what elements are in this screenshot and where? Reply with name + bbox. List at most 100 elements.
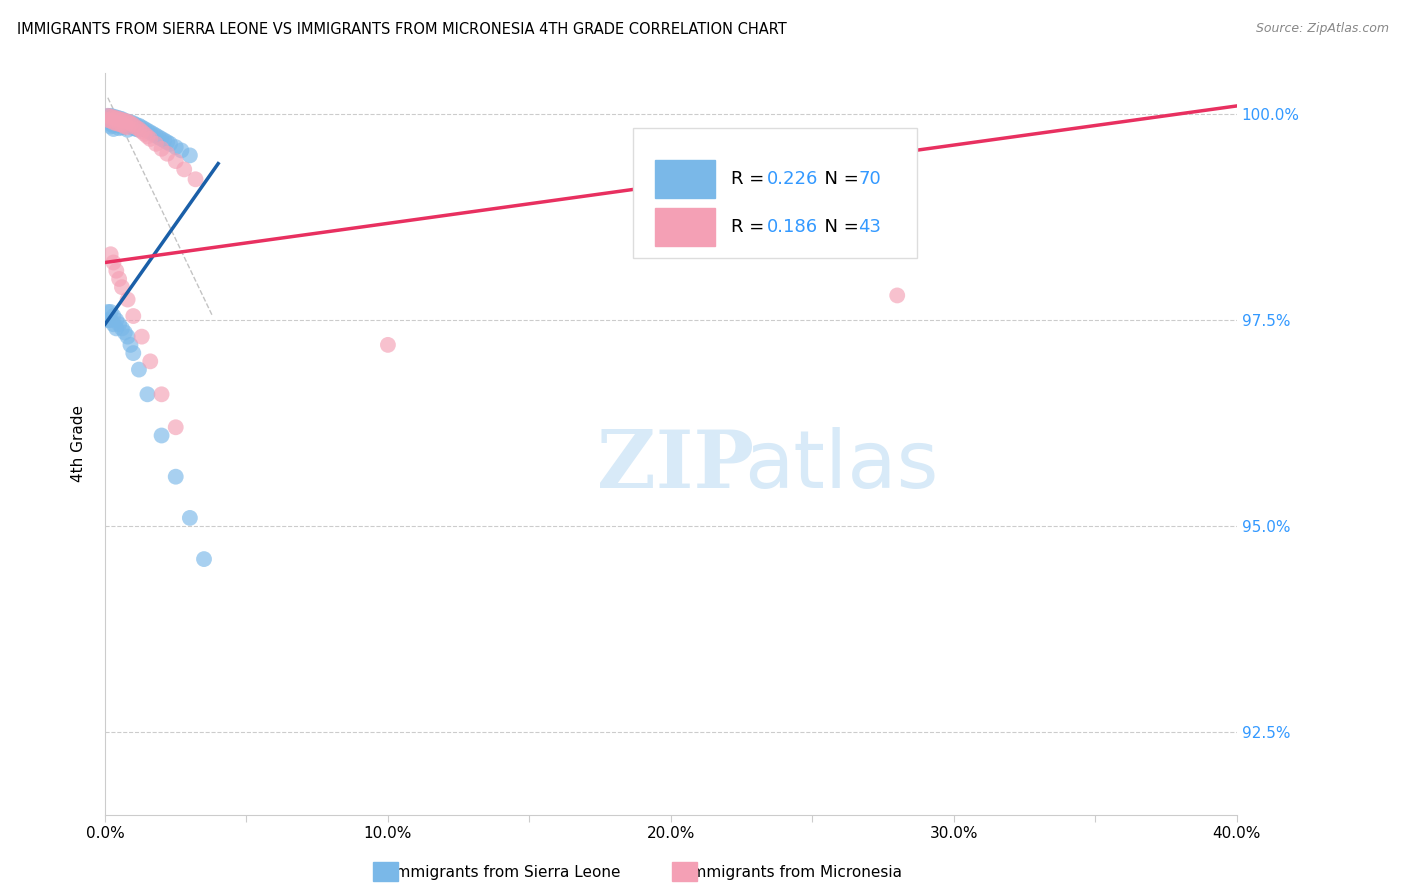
Point	[103, 122, 125, 136]
Text: ZIP: ZIP	[598, 427, 754, 505]
Point	[136, 129, 159, 144]
Point	[100, 247, 122, 261]
Point	[125, 120, 148, 135]
Text: 0.226: 0.226	[766, 170, 818, 188]
Point	[111, 118, 134, 132]
Point	[100, 109, 122, 123]
Point	[100, 305, 122, 319]
Point	[117, 114, 139, 128]
Point	[100, 113, 122, 128]
Point	[173, 162, 195, 177]
Point	[105, 118, 128, 132]
Point	[108, 118, 131, 132]
Point	[105, 116, 128, 130]
Text: R =: R =	[731, 219, 770, 236]
Point	[139, 125, 162, 139]
Point	[105, 112, 128, 126]
Point	[105, 114, 128, 128]
Point	[165, 154, 187, 169]
Point	[100, 113, 122, 128]
Point	[103, 119, 125, 133]
Point	[165, 140, 187, 154]
Point	[103, 112, 125, 127]
Point	[114, 113, 136, 128]
Point	[111, 120, 134, 135]
Text: atlas: atlas	[744, 427, 939, 505]
Text: Immigrants from Micronesia: Immigrants from Micronesia	[688, 865, 901, 880]
Text: 0.186: 0.186	[766, 219, 818, 236]
Point	[134, 122, 156, 136]
Point	[108, 114, 131, 128]
Point	[108, 272, 131, 286]
Point	[139, 354, 162, 368]
Point	[97, 113, 120, 128]
Point	[193, 552, 215, 566]
Point	[134, 127, 156, 141]
Point	[105, 111, 128, 125]
Point	[105, 313, 128, 327]
Point	[139, 132, 162, 146]
Point	[125, 118, 148, 132]
Point	[97, 305, 120, 319]
Point	[184, 172, 207, 186]
Point	[117, 114, 139, 128]
Point	[128, 122, 150, 136]
Point	[886, 288, 908, 302]
Point	[105, 321, 128, 335]
Point	[170, 144, 193, 158]
Point	[153, 134, 176, 148]
Point	[148, 130, 170, 145]
Point	[120, 116, 142, 130]
Point	[156, 135, 179, 149]
Point	[108, 112, 131, 127]
Point	[122, 118, 145, 132]
Point	[128, 123, 150, 137]
Point	[100, 117, 122, 131]
Text: 43: 43	[858, 219, 882, 236]
Point	[128, 119, 150, 133]
Point	[100, 110, 122, 124]
Point	[103, 255, 125, 269]
Point	[150, 132, 173, 146]
Point	[179, 148, 201, 162]
Point	[103, 110, 125, 124]
Point	[97, 109, 120, 123]
Point	[103, 111, 125, 125]
Point	[100, 112, 122, 126]
Y-axis label: 4th Grade: 4th Grade	[72, 405, 86, 483]
Text: N =: N =	[813, 219, 865, 236]
Point	[117, 120, 139, 135]
Point	[108, 117, 131, 131]
Point	[122, 121, 145, 136]
Point	[114, 118, 136, 132]
Point	[150, 387, 173, 401]
Point	[114, 120, 136, 134]
Point	[120, 120, 142, 134]
Point	[111, 321, 134, 335]
Text: Immigrants from Sierra Leone: Immigrants from Sierra Leone	[391, 865, 621, 880]
Point	[131, 124, 153, 138]
Point	[111, 112, 134, 127]
Point	[142, 127, 165, 141]
Point	[108, 112, 131, 126]
Point	[131, 120, 153, 135]
Text: N =: N =	[813, 170, 865, 188]
Point	[103, 309, 125, 323]
Point	[97, 109, 120, 123]
Point	[128, 362, 150, 376]
Point	[159, 136, 181, 151]
Point	[117, 329, 139, 343]
Text: R =: R =	[731, 170, 770, 188]
Text: 70: 70	[858, 170, 880, 188]
Point	[145, 128, 167, 143]
Point	[120, 338, 142, 352]
Point	[114, 326, 136, 340]
Text: Source: ZipAtlas.com: Source: ZipAtlas.com	[1256, 22, 1389, 36]
Point	[165, 420, 187, 434]
Point	[150, 428, 173, 442]
Point	[150, 142, 173, 156]
Point	[145, 136, 167, 151]
Point	[156, 146, 179, 161]
Point	[114, 113, 136, 128]
Point	[165, 469, 187, 483]
